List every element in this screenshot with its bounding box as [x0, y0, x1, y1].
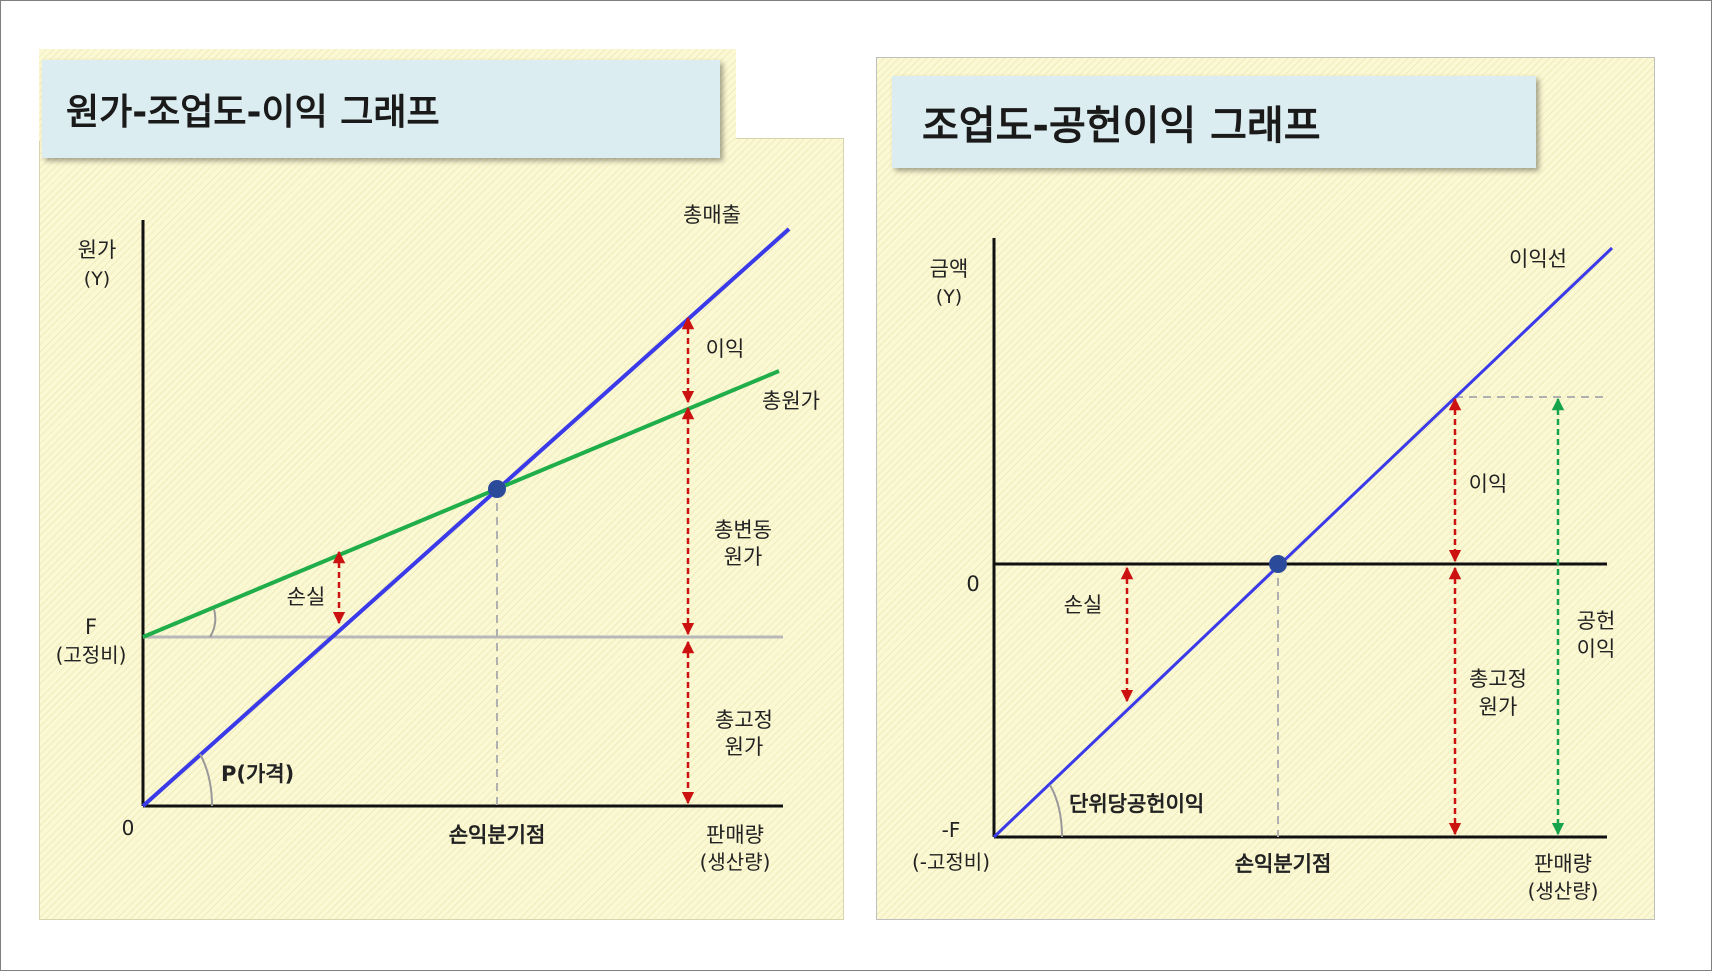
- total-sales-line: [141, 227, 791, 808]
- f-label-2: (고정비): [56, 643, 127, 667]
- price-label: P(가격): [221, 762, 294, 786]
- right-panel-background: [876, 57, 1655, 920]
- total-cost-line: [142, 369, 780, 639]
- left-bep-point: [488, 480, 506, 498]
- right-profit-label: 이익: [1469, 472, 1508, 496]
- profit-label: 이익: [706, 337, 745, 361]
- fixed-cost-label-2: 원가: [725, 735, 764, 759]
- left-origin-label: 0: [122, 816, 135, 840]
- variable-cost-label-1: 총변동: [714, 518, 772, 542]
- total-cost-label: 총원가: [762, 389, 820, 413]
- left-panel-background: [39, 138, 844, 920]
- contribution-label-1: 공헌: [1577, 609, 1616, 633]
- left-bep-label: 손익분기점: [449, 823, 546, 847]
- right-zero-label: 0: [966, 572, 979, 596]
- right-fixed-cost-label-2: 원가: [1479, 695, 1518, 719]
- fixed-cost-label-1: 총고정: [715, 708, 773, 732]
- right-x-axis-label-2: (생산량): [1528, 879, 1599, 903]
- left-chart-title: 원가-조업도-이익 그래프: [42, 60, 720, 158]
- cost-slope-arc: [209, 608, 217, 638]
- right-bep-label: 손익분기점: [1235, 852, 1332, 876]
- right-x-axis-label-1: 판매량: [1534, 852, 1592, 876]
- left-y-axis-label-1: 원가: [78, 238, 117, 262]
- left-x-axis-label-1: 판매량: [706, 823, 764, 847]
- right-bep-point: [1269, 555, 1287, 573]
- f-label-1: F: [85, 615, 97, 639]
- unit-cm-label: 단위당공헌이익: [1069, 792, 1204, 816]
- left-chart: 원가 (Y) 0 F (고정비) 판매량 (생산량) 손익분기점 총매출 총원가…: [56, 203, 820, 874]
- loss-label: 손실: [287, 585, 326, 609]
- neg-f-label-2: (-고정비): [912, 850, 990, 874]
- right-loss-label: 손실: [1064, 593, 1103, 617]
- left-x-axis-label-2: (생산량): [700, 850, 771, 874]
- contribution-label-2: 이익: [1577, 637, 1616, 661]
- right-chart-title: 조업도-공헌이익 그래프: [892, 76, 1536, 168]
- price-slope-arc: [199, 753, 213, 807]
- right-chart: 금액 (Y) 0 -F (-고정비) 판매량 (생산량) 손익분기점 이익선 이…: [912, 238, 1615, 903]
- total-sales-label: 총매출: [683, 203, 741, 227]
- variable-cost-label-2: 원가: [724, 545, 763, 569]
- profit-line: [992, 246, 1614, 839]
- left-y-axis-label-2: (Y): [84, 268, 110, 290]
- right-y-axis-label-1: 금액: [930, 257, 969, 281]
- neg-f-label-1: -F: [942, 818, 961, 842]
- right-y-axis-label-2: (Y): [936, 286, 962, 308]
- unit-cm-arc: [1049, 784, 1063, 838]
- profit-line-label: 이익선: [1509, 247, 1567, 271]
- right-fixed-cost-label-1: 총고정: [1469, 667, 1527, 691]
